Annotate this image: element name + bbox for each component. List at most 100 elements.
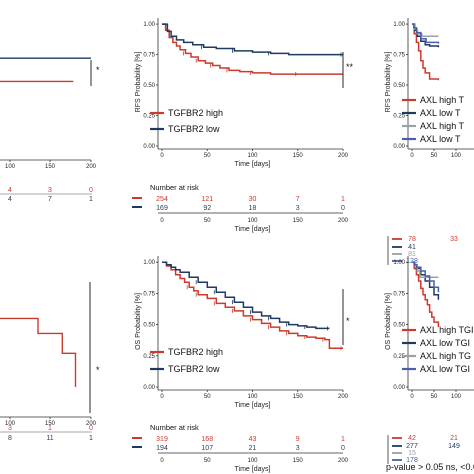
y-axis-title: OS Probability [%] — [385, 293, 392, 350]
y-tick-label: 0.75 — [393, 291, 405, 297]
legend-label: AXL high T — [420, 121, 465, 131]
risk-count: 1 — [89, 435, 93, 442]
risk-count: 1 — [89, 196, 93, 203]
y-tick-label: 0.00 — [393, 144, 405, 150]
risk-x-tick: 200 — [338, 218, 349, 224]
risk-count: 43 — [249, 436, 257, 443]
risk-x-tick: 100 — [247, 218, 258, 224]
legend-label: AXL low T — [420, 134, 461, 144]
panel-rfs-axl: 0.00 0.25 0.50 0.75 1.00 0 50 100 RFS Probabilit… — [385, 18, 474, 265]
risk-count: 21 — [249, 445, 257, 452]
y-tick-label: 1.00 — [143, 22, 155, 28]
y-tick-label: 0.75 — [393, 53, 405, 59]
y-tick-label: 1.00 — [393, 260, 405, 266]
risk-count: 21 — [450, 435, 458, 442]
x-tick-label: 150 — [293, 153, 304, 159]
x-tick-label: 200 — [86, 164, 97, 170]
x-tick-label: 50 — [204, 153, 211, 159]
x-tick-label: 150 — [293, 394, 304, 400]
y-tick-label: 0.00 — [143, 144, 155, 150]
risk-count: 78 — [408, 236, 416, 243]
x-tick-label: 150 — [45, 164, 56, 170]
y-tick-label: 0.25 — [393, 114, 405, 120]
x-tick-label: 50 — [204, 394, 211, 400]
risk-count: 1 — [48, 425, 52, 432]
significance-label: * — [346, 316, 350, 326]
risk-count: 0 — [89, 425, 93, 432]
legend-label: TGFBR2 high — [168, 108, 223, 118]
risk-x-tick: 0 — [160, 218, 164, 224]
risk-count: 169 — [156, 205, 168, 212]
x-tick-label: 50 — [431, 153, 438, 159]
risk-count: 30 — [249, 196, 257, 203]
km-curve-tgfbr2-low — [162, 261, 330, 330]
y-tick-label: 0.25 — [393, 354, 405, 360]
y-tick-label: 0.75 — [143, 53, 155, 59]
significance-label: * — [96, 365, 100, 375]
risk-count: 0 — [89, 187, 93, 194]
significance-label: * — [96, 65, 100, 75]
x-tick-label: 150 — [45, 421, 56, 427]
y-axis-title: RFS Probability [%] — [385, 52, 392, 113]
x-axis-title: Time [days] — [235, 161, 271, 168]
risk-count: 254 — [156, 196, 168, 203]
y-tick-label: 0.25 — [143, 354, 155, 360]
x-tick-label: 0 — [160, 394, 164, 400]
x-tick-label: 200 — [338, 153, 349, 159]
risk-x-title: Time [days] — [235, 466, 271, 473]
risk-count: 168 — [201, 436, 213, 443]
risk-count: 41 — [408, 244, 416, 251]
x-tick-label: 100 — [5, 164, 16, 170]
panel-rfs-left: 100 150 200 * 4 3 0 4 7 1 — [0, 57, 100, 203]
risk-count: 9 — [296, 436, 300, 443]
risk-count: 4 — [8, 196, 12, 203]
panel-os-axl: 0.00 0.25 0.50 0.75 1.00 0 50 100 OS Probability… — [385, 256, 474, 464]
risk-count: 3 — [48, 187, 52, 194]
risk-count: 3 — [296, 445, 300, 452]
risk-count: 92 — [203, 205, 211, 212]
km-curve-high — [0, 317, 77, 387]
x-tick-label: 100 — [247, 394, 258, 400]
risk-table-title: Number at risk — [150, 423, 199, 432]
risk-x-tick: 200 — [338, 458, 349, 464]
risk-count: 0 — [341, 445, 345, 452]
risk-count: 149 — [448, 443, 460, 450]
x-tick-label: 100 — [451, 153, 462, 159]
risk-count: 277 — [406, 443, 418, 450]
x-tick-label: 200 — [86, 421, 97, 427]
risk-x-tick: 100 — [247, 458, 258, 464]
x-tick-label: 100 — [247, 153, 258, 159]
y-tick-label: 0.00 — [393, 385, 405, 391]
legend-label: AXL low T — [420, 108, 461, 118]
y-tick-label: 1.00 — [143, 260, 155, 266]
km-curve-axl-low-t — [412, 23, 440, 44]
risk-count: 7 — [48, 196, 52, 203]
footnote: p-value > 0.05 ns, <0.05 — [386, 462, 474, 472]
legend-label: TGFBR2 low — [168, 364, 220, 374]
legend-label: AXL high TG — [420, 351, 471, 361]
legend-label: AXL low TGI — [420, 364, 470, 374]
legend-label: TGFBR2 low — [168, 124, 220, 134]
y-tick-label: 0.75 — [143, 291, 155, 297]
y-tick-label: 0.50 — [393, 323, 405, 329]
risk-count: 18 — [249, 205, 257, 212]
y-tick-label: 0.50 — [143, 323, 155, 329]
x-axis-title: Time [days] — [235, 402, 271, 409]
significance-label: ** — [346, 62, 354, 72]
x-tick-label: 0 — [410, 153, 414, 159]
km-curve-axl-low-t — [412, 23, 440, 48]
panel-os-left: 100 150 200*3 1 08 11 1 — [0, 282, 100, 442]
km-curve-tgfbr2-high — [162, 23, 343, 75]
risk-count: 121 — [201, 196, 213, 203]
risk-count: 33 — [450, 236, 458, 243]
risk-count: 178 — [406, 457, 418, 464]
km-curve-tgfbr2-high — [162, 261, 343, 350]
risk-x-tick: 150 — [293, 458, 304, 464]
risk-count: 107 — [201, 445, 213, 452]
risk-count: 3 — [296, 205, 300, 212]
km-curve-axl-high-tgi — [412, 261, 440, 328]
risk-count: 15 — [408, 450, 416, 457]
